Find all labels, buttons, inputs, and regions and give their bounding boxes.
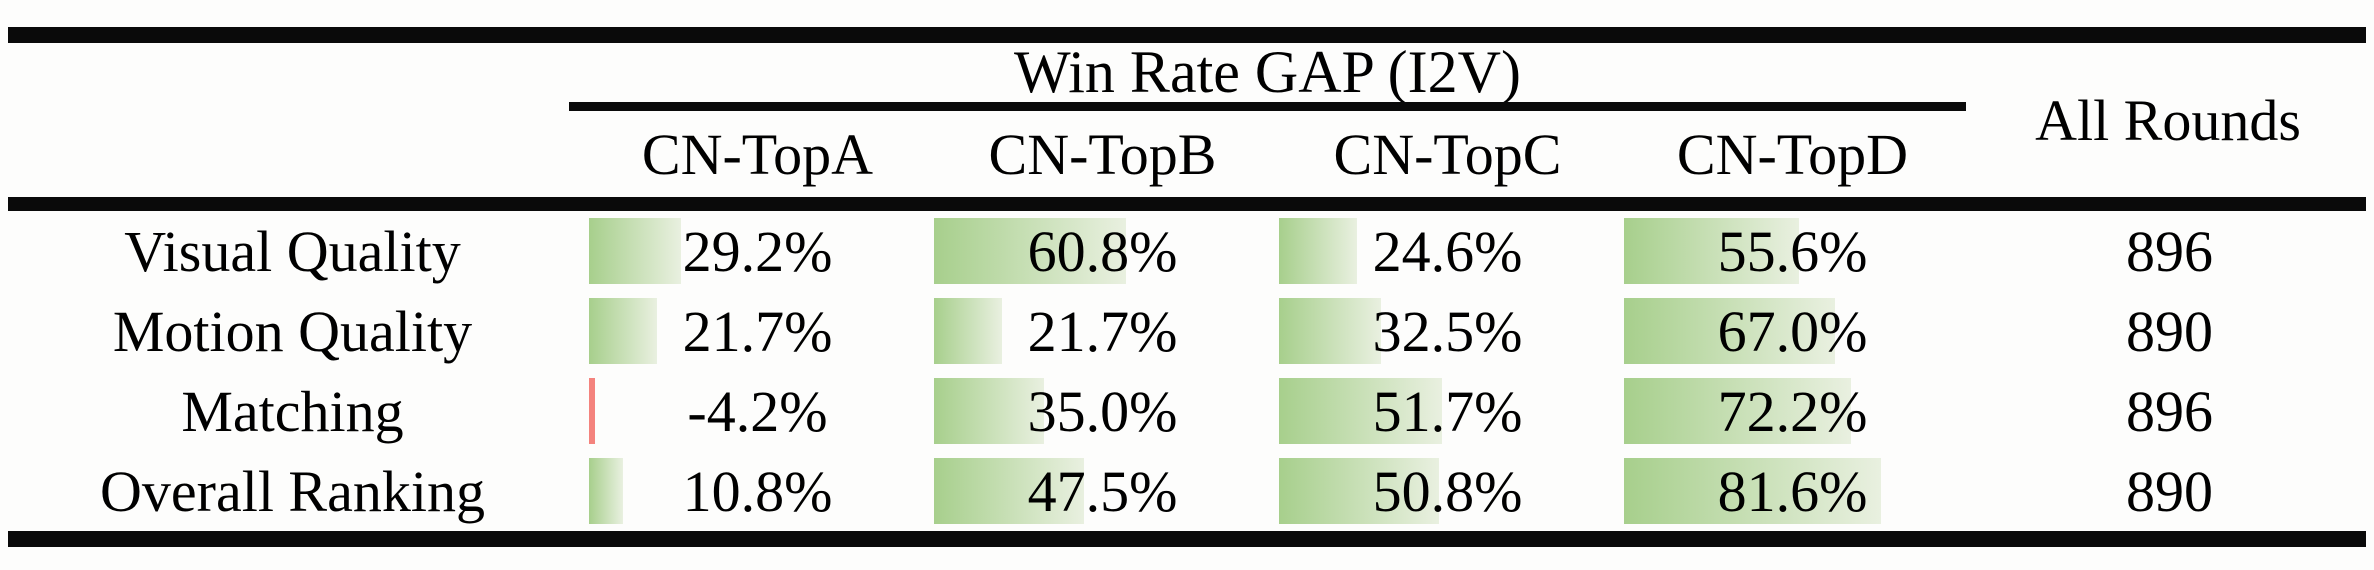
column-header-cn-topc: CN-TopC — [1333, 121, 1562, 187]
win-rate-bar — [589, 298, 658, 364]
win-rate-cell: 29.2% — [585, 211, 930, 291]
win-rate-value: 21.7% — [1027, 298, 1178, 364]
win-rate-bar — [1279, 458, 1439, 524]
table-top-rule — [8, 27, 2366, 43]
win-rate-cell: 55.6% — [1620, 211, 1965, 291]
win-rate-cell: 50.8% — [1275, 451, 1620, 531]
win-rate-cell: 24.6% — [1275, 211, 1620, 291]
win-rate-value: 67.0% — [1717, 298, 1868, 364]
win-rate-bar — [1279, 298, 1382, 364]
win-rate-cell: 67.0% — [1620, 291, 1965, 371]
row-label: Overall Ranking — [100, 458, 485, 524]
win-rate-value: 60.8% — [1027, 218, 1178, 284]
column-header-all-rounds: All Rounds — [2035, 87, 2301, 153]
win-rate-cell: 60.8% — [930, 211, 1275, 291]
all-rounds-value: 890 — [2126, 298, 2213, 364]
column-headers: CN-TopA CN-TopB CN-TopC CN-TopD — [585, 111, 1965, 197]
table-bottom-rule — [8, 531, 2366, 547]
win-rate-cell: 21.7% — [930, 291, 1275, 371]
win-rate-value: 24.6% — [1372, 218, 1523, 284]
win-rate-bar-negative — [589, 378, 595, 444]
table-row: Overall Ranking 10.8% 47.5% 50.8% 81.6% … — [0, 451, 2374, 531]
column-header-cn-topb: CN-TopB — [988, 121, 1217, 187]
row-label: Motion Quality — [112, 298, 473, 364]
row-label: Visual Quality — [124, 218, 461, 284]
win-rate-value: 32.5% — [1372, 298, 1523, 364]
header-divider-rule — [8, 197, 2366, 211]
win-rate-value: 10.8% — [682, 458, 833, 524]
all-rounds-value: 890 — [2126, 458, 2213, 524]
win-rate-value: 29.2% — [682, 218, 833, 284]
win-rate-cell: 51.7% — [1275, 371, 1620, 451]
win-rate-bar — [589, 458, 623, 524]
win-rate-bar — [1624, 378, 1852, 444]
win-rate-cell: 21.7% — [585, 291, 930, 371]
win-rate-bar — [934, 458, 1084, 524]
win-rate-bar — [1279, 218, 1357, 284]
win-rate-cell: 47.5% — [930, 451, 1275, 531]
win-rate-bar — [1624, 218, 1800, 284]
win-rate-cell: 32.5% — [1275, 291, 1620, 371]
win-rate-bar — [934, 378, 1045, 444]
win-rate-value: 35.0% — [1027, 378, 1178, 444]
win-rate-value: 55.6% — [1717, 218, 1868, 284]
win-rate-bar — [589, 218, 681, 284]
win-rate-value: -4.2% — [687, 378, 828, 444]
win-rate-cell: 10.8% — [585, 451, 930, 531]
win-rate-cell: 81.6% — [1620, 451, 1965, 531]
win-rate-bar — [1624, 458, 1881, 524]
win-rate-value: 50.8% — [1372, 458, 1523, 524]
column-header-cn-topa: CN-TopA — [641, 121, 874, 187]
win-rate-cell: 72.2% — [1620, 371, 1965, 451]
win-rate-cell: -4.2% — [585, 371, 930, 451]
win-rate-value: 21.7% — [682, 298, 833, 364]
win-rate-bar — [1624, 298, 1835, 364]
win-rate-value: 72.2% — [1717, 378, 1868, 444]
table-row: Motion Quality 21.7% 21.7% 32.5% 67.0% 8… — [0, 291, 2374, 371]
row-label: Matching — [181, 378, 404, 444]
table-row: Matching -4.2% 35.0% 51.7% 72.2% 896 — [0, 371, 2374, 451]
win-rate-cell: 35.0% — [930, 371, 1275, 451]
group-header: Win Rate GAP (I2V) — [1014, 39, 1521, 105]
all-rounds-value: 896 — [2126, 378, 2213, 444]
all-rounds-value: 896 — [2126, 218, 2213, 284]
column-header-cn-topd: CN-TopD — [1676, 121, 1909, 187]
win-rate-value: 47.5% — [1027, 458, 1178, 524]
win-rate-value: 81.6% — [1717, 458, 1868, 524]
table-row: Visual Quality 29.2% 60.8% 24.6% 55.6% 8… — [0, 211, 2374, 291]
group-header-underline — [569, 102, 1966, 111]
win-rate-value: 51.7% — [1372, 378, 1523, 444]
win-rate-bar — [934, 218, 1126, 284]
win-rate-bar — [1279, 378, 1442, 444]
win-rate-bar — [934, 298, 1003, 364]
